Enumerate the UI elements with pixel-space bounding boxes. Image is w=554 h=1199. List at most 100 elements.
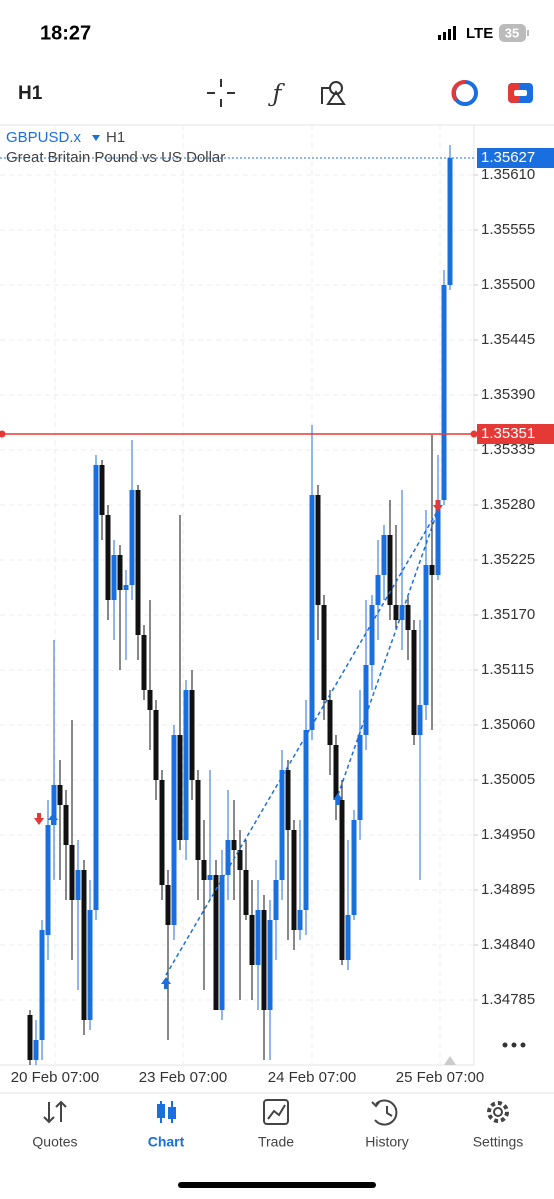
candle-body <box>435 500 441 575</box>
bid-label: 1.35627 <box>481 149 535 166</box>
candle-body <box>267 920 273 1010</box>
candle-body <box>225 840 231 875</box>
chart-icon <box>157 1101 176 1123</box>
candle-body <box>405 605 411 630</box>
one-click-button[interactable] <box>508 83 533 103</box>
candle-body <box>237 850 243 870</box>
candle-body <box>27 1015 33 1060</box>
more-button[interactable] <box>502 1042 526 1048</box>
candle-body <box>201 860 207 880</box>
candle-body <box>93 465 99 910</box>
candle-body <box>81 870 87 1020</box>
trade-signals-button[interactable] <box>451 80 478 106</box>
y-tick-label: 1.35390 <box>481 386 535 403</box>
x-tick-label: 20 Feb 07:00 <box>11 1069 99 1086</box>
y-tick-label: 1.35445 <box>481 331 535 348</box>
candle-body <box>51 785 57 825</box>
x-tick-label: 24 Feb 07:00 <box>268 1069 356 1086</box>
y-tick-label: 1.34950 <box>481 826 535 843</box>
candle-body <box>441 285 447 500</box>
settings-icon <box>487 1101 509 1123</box>
candle-body <box>345 915 351 960</box>
candle-body <box>231 840 237 850</box>
battery-level: 35 <box>505 25 519 40</box>
tab-label[interactable]: Trade <box>258 1134 294 1150</box>
price-level-label: 1.35351 <box>481 425 535 442</box>
candle-body <box>105 515 111 600</box>
candle-body <box>69 845 75 900</box>
clock: 18:27 <box>40 22 91 44</box>
candle-body <box>243 870 249 915</box>
candle-body <box>309 495 315 730</box>
y-tick-label: 1.35115 <box>481 661 534 678</box>
candle-body <box>39 930 45 1040</box>
price-level-handle[interactable] <box>0 430 6 438</box>
candle-body <box>357 735 363 820</box>
quotes-icon <box>43 1100 67 1124</box>
y-tick-label: 1.35005 <box>481 771 535 788</box>
timeframe-button[interactable]: H1 <box>18 83 43 104</box>
y-tick-label: 1.34785 <box>481 991 535 1008</box>
price-lines: 1.35627 1.35351 <box>0 148 554 444</box>
candle-body <box>63 805 69 845</box>
tab-label[interactable]: Settings <box>473 1134 524 1150</box>
symbol-name[interactable]: GBPUSD.x <box>6 129 82 146</box>
candle-body <box>417 705 423 735</box>
price-level-handle[interactable] <box>470 430 478 438</box>
candle-body <box>129 490 135 585</box>
price-level-box <box>477 424 554 444</box>
candle-body <box>381 535 387 575</box>
candle-body <box>297 910 303 930</box>
y-tick-label: 1.35170 <box>481 606 535 623</box>
candle-body <box>165 885 171 925</box>
tab-label[interactable]: History <box>365 1134 409 1150</box>
candle-body <box>171 735 177 925</box>
candle-body <box>261 910 267 1010</box>
candle-body <box>75 870 81 900</box>
tab-label[interactable]: Chart <box>148 1134 185 1150</box>
y-tick-label: 1.35610 <box>481 166 535 183</box>
y-tick-label: 1.35280 <box>481 496 535 513</box>
y-tick-label: 1.35225 <box>481 551 535 568</box>
candle-body <box>33 1040 39 1060</box>
candle-body <box>279 770 285 880</box>
trade-history <box>34 500 443 989</box>
candle-body <box>111 555 117 600</box>
candle-body <box>447 158 453 285</box>
network-label: LTE <box>466 25 493 42</box>
candle-body <box>303 730 309 910</box>
x-tick-label: 23 Feb 07:00 <box>139 1069 227 1086</box>
candle-body <box>285 770 291 830</box>
symbol-dropdown[interactable] <box>92 135 100 141</box>
candle-body <box>213 875 219 1010</box>
y-tick-label: 1.34895 <box>481 881 535 898</box>
candle-body <box>153 710 159 780</box>
candle-body <box>339 800 345 960</box>
tab-label[interactable]: Quotes <box>32 1134 77 1150</box>
scroll-marker <box>444 1056 456 1065</box>
candle-body <box>183 690 189 840</box>
indicators-button[interactable]: ƒ <box>268 80 286 108</box>
symbol-description: Great Britain Pound vs US Dollar <box>6 149 225 166</box>
candle-body <box>273 880 279 920</box>
candle-body <box>117 555 123 590</box>
candle-body <box>363 665 369 735</box>
battery-icon <box>499 24 526 42</box>
candle-body <box>369 605 375 665</box>
home-indicator <box>178 1182 376 1188</box>
candle-body <box>429 565 435 575</box>
candle-body <box>159 780 165 885</box>
candle-body <box>291 830 297 930</box>
candle-body <box>315 495 321 605</box>
candle-body <box>45 825 51 935</box>
crosshair-button[interactable] <box>207 79 235 107</box>
candle-body <box>399 605 405 620</box>
candle-body <box>141 635 147 690</box>
chart-timeframe: H1 <box>106 129 125 146</box>
candle-body <box>189 690 195 780</box>
candle-body <box>333 745 339 800</box>
candle-body <box>411 630 417 735</box>
objects-button[interactable] <box>321 81 346 105</box>
